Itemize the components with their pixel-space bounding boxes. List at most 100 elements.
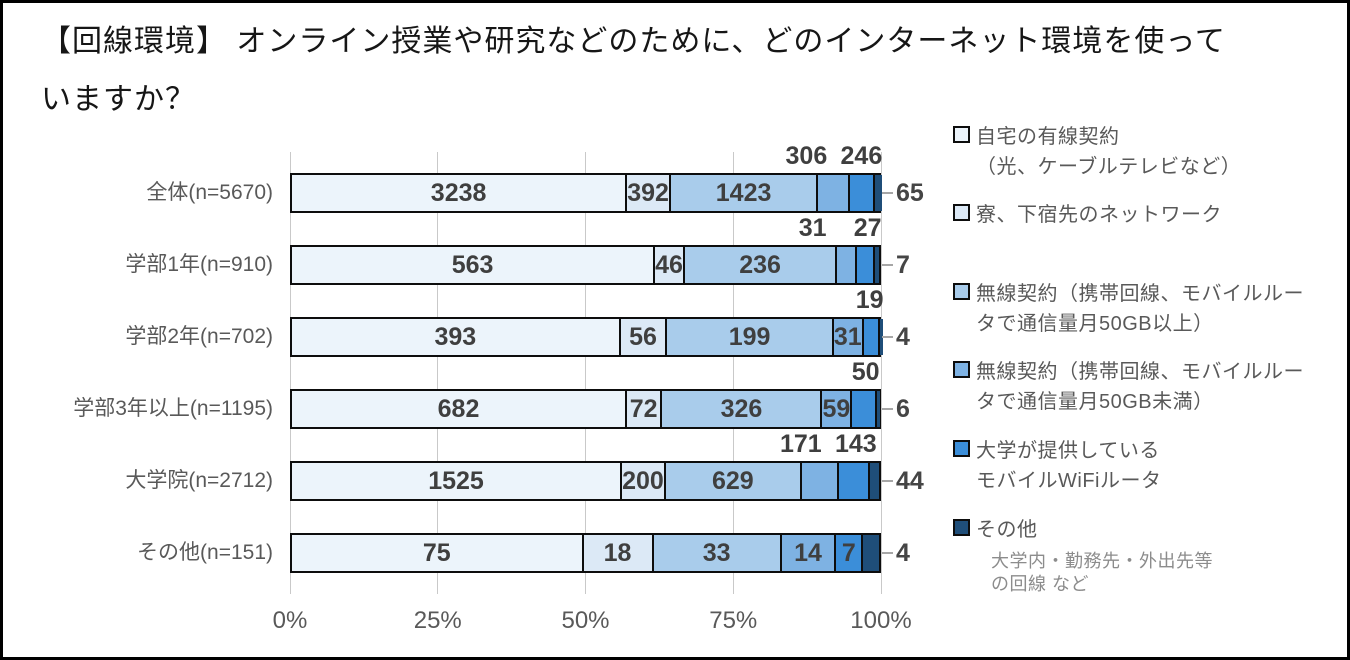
bar-segment-value: 393 <box>434 323 477 351</box>
bar-segment <box>818 175 850 211</box>
gridline <box>880 152 882 594</box>
bar-segment <box>875 175 883 211</box>
bar-segment: 33 <box>653 535 782 571</box>
gridline <box>732 152 734 594</box>
bar-segment <box>838 463 870 499</box>
bar-segment: 14 <box>781 535 837 571</box>
leader-line <box>882 480 893 482</box>
bar-row: 393 56 199 31 4 19 <box>290 286 910 357</box>
leader-line <box>882 336 893 338</box>
bar-segment-value: 3238 <box>430 179 487 207</box>
legend-label: 寮、下宿先のネットワーク <box>976 200 1346 230</box>
bar-value-right: 4 <box>896 539 910 567</box>
bar-segment: 393 <box>292 319 621 355</box>
leader-line <box>882 264 893 266</box>
bar-segment-value: 1423 <box>715 179 772 207</box>
x-axis-tick-label: 100% <box>850 607 912 634</box>
x-axis-tick-label: 75% <box>709 607 758 634</box>
bar-segment: 59 <box>822 391 853 427</box>
gridline <box>289 152 291 594</box>
bar-segment-value: 59 <box>822 395 851 423</box>
gridline <box>585 152 586 594</box>
bar-row: 3238 392 1423 65 306 246 <box>290 142 924 213</box>
bar-segment: 18 <box>583 535 654 571</box>
bar-segment: 75 <box>292 535 584 571</box>
legend-note-line: 大学内・勤務先・外出先等 <box>991 551 1213 571</box>
bar-row: 682 72 326 59 6 50 <box>290 358 910 429</box>
bar-value-right: 6 <box>896 395 910 423</box>
bar-segment <box>879 319 883 355</box>
bar-segment <box>837 247 858 283</box>
bar-segment: 46 <box>655 247 685 283</box>
legend-label: 無線契約（携帯回線、モバイルルー タで通信量月50GB以上） <box>976 279 1346 339</box>
bar-segment-value: 7 <box>841 539 856 567</box>
legend-label-line: （光、ケーブルテレビなど） <box>976 156 1242 178</box>
leader-line <box>882 192 893 194</box>
category-label: 学部2年(n=702) <box>125 325 273 348</box>
bar-value-above: 246 <box>840 142 883 170</box>
bar-segment-value: 682 <box>437 395 480 423</box>
x-axis-tick-label: 50% <box>561 607 610 634</box>
bar-segment-value: 236 <box>739 251 781 279</box>
bar-value-above: 50 <box>851 358 880 386</box>
bar-segment: 682 <box>292 391 627 427</box>
bar-segment-value: 326 <box>720 395 763 423</box>
bar-segment <box>869 463 880 499</box>
legend-swatch <box>953 204 970 221</box>
gridline <box>437 152 439 594</box>
legend-label-line: その他 <box>976 519 1038 541</box>
bar-segment-value: 31 <box>833 323 862 351</box>
bar-segment: 3238 <box>292 175 628 211</box>
bar-segment-value: 14 <box>794 539 822 567</box>
bar-segment-value: 56 <box>629 323 657 351</box>
bar-segment-value: 72 <box>629 395 658 423</box>
bar-segment: 200 <box>622 463 666 499</box>
legend-label-line: 自宅の有線契約 <box>976 126 1120 148</box>
bar-segment <box>876 391 880 427</box>
chart-title-line2: いますか？ <box>41 83 196 116</box>
legend-label-line: タで通信量月50GB未満） <box>976 391 1214 413</box>
bar-segment: 199 <box>667 319 834 355</box>
bar-segment-value: 1525 <box>428 467 484 495</box>
bar: 563 46 236 <box>290 245 881 285</box>
bar-value-above: 31 <box>798 214 827 242</box>
bar-value-above: 143 <box>834 430 877 458</box>
x-axis-tick-label: 25% <box>413 607 462 634</box>
bar-segment-value: 629 <box>712 467 754 495</box>
bar-segment-value: 563 <box>451 251 494 279</box>
bar-segment <box>849 175 876 211</box>
legend-label-line: 寮、下宿先のネットワーク <box>976 204 1222 226</box>
bar-segment: 31 <box>833 319 864 355</box>
bar-segment: 563 <box>292 247 656 283</box>
bar-segment: 629 <box>665 463 802 499</box>
bar-value-above: 306 <box>785 142 828 170</box>
legend: 自宅の有線契約 （光、ケーブルテレビなど） 寮、下宿先のネットワーク無線契約（携帯回… <box>3 3 1347 657</box>
bar-segment <box>874 247 880 283</box>
legend-label: その他 <box>976 515 1346 545</box>
bar-segment: 392 <box>627 175 671 211</box>
bar-segment <box>857 247 875 283</box>
bar-value-right: 7 <box>896 251 910 279</box>
bar-segment <box>863 319 880 355</box>
category-label: 全体(n=5670) <box>146 181 273 204</box>
legend-note: 大学内・勤務先・外出先等 の回線 など <box>991 550 1341 596</box>
bar-segment: 7 <box>836 535 864 571</box>
bar-value-right: 4 <box>896 323 910 351</box>
bar-segment: 236 <box>684 247 838 283</box>
bar-segment <box>801 463 839 499</box>
bar-segment-value: 392 <box>627 179 669 207</box>
bar-value-above: 19 <box>855 286 884 314</box>
legend-label-line: 無線契約（携帯回線、モバイルルー <box>976 283 1304 305</box>
legend-label-line: 大学が提供している <box>976 440 1160 462</box>
bar-segment <box>863 535 879 571</box>
legend-label: 自宅の有線契約 （光、ケーブルテレビなど） <box>976 122 1346 182</box>
legend-label-line: モバイルWiFiルータ <box>976 470 1162 492</box>
leader-line <box>882 408 893 410</box>
legend-label: 大学が提供している モバイルWiFiルータ <box>976 436 1346 496</box>
bar-segment: 1525 <box>292 463 623 499</box>
legend-swatch <box>953 283 970 300</box>
bar-segment: 1423 <box>670 175 819 211</box>
bar-row: 563 46 236 7 31 27 <box>290 214 910 285</box>
bar: 75 18 33 14 7 <box>290 533 881 573</box>
